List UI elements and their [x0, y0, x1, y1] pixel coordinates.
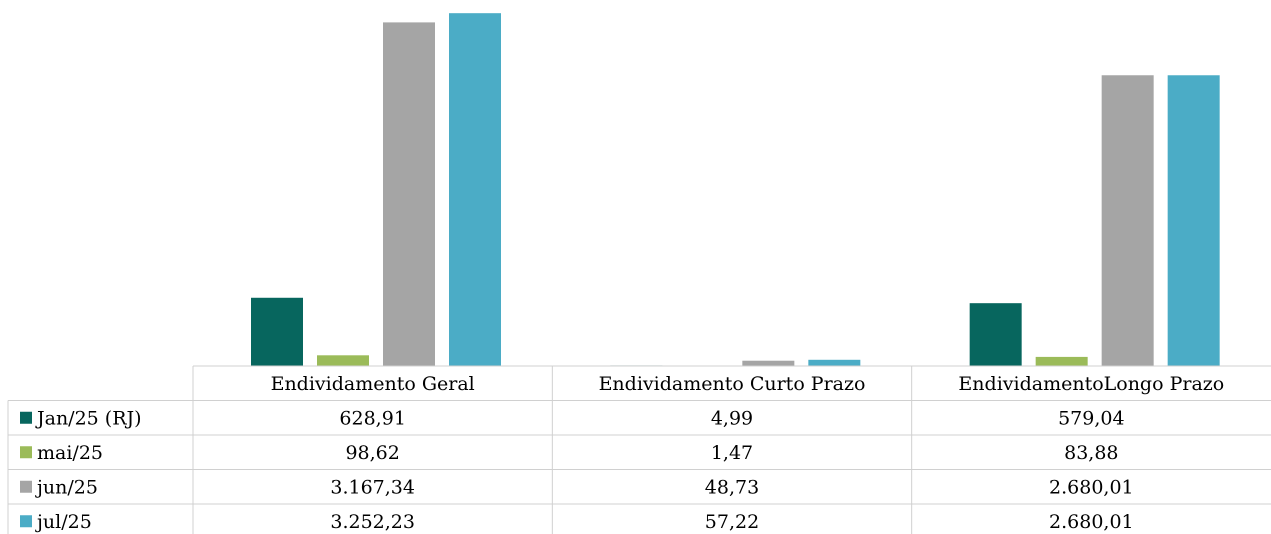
- bar: [1101, 75, 1154, 366]
- legend-swatch: [20, 446, 32, 459]
- data-label: 628,91: [339, 407, 405, 429]
- bar: [449, 13, 501, 367]
- bars-layer: [251, 13, 1220, 367]
- data-label: 3.167,34: [330, 476, 415, 498]
- bar: [251, 297, 303, 366]
- legend-label: jul/25: [35, 511, 92, 533]
- legend-label: Jan/25 (RJ): [35, 407, 142, 429]
- data-table: Endividamento Geral Endividamento Curto P…: [7, 365, 1271, 534]
- data-label: 2.680,01: [1049, 476, 1134, 498]
- data-label: 579,04: [1058, 407, 1124, 429]
- legend-swatch: [20, 515, 32, 528]
- category-label: Endividamento Curto Prazo: [599, 373, 866, 395]
- data-label: 2.680,01: [1049, 511, 1134, 533]
- data-label: 57,22: [705, 511, 759, 533]
- bar: [383, 22, 435, 366]
- data-label: 48,73: [705, 476, 759, 498]
- legend-swatch: [20, 480, 32, 493]
- data-label: 83,88: [1064, 442, 1118, 464]
- data-label: 98,62: [345, 442, 399, 464]
- bar: [317, 355, 369, 366]
- data-label: 4,99: [711, 407, 753, 429]
- legend-label: mai/25: [37, 442, 103, 464]
- legend-swatch: [20, 411, 32, 424]
- data-label: 3.252,23: [330, 511, 415, 533]
- data-label: 1,47: [711, 442, 753, 464]
- bar: [808, 359, 861, 366]
- category-label: EndividamentoLongo Prazo: [958, 373, 1224, 395]
- category-label: Endividamento Geral: [271, 373, 475, 395]
- bar: [969, 303, 1022, 366]
- bar: [742, 360, 795, 366]
- bar: [1167, 75, 1220, 366]
- legend-label: jun/25: [35, 476, 98, 498]
- bar: [1035, 356, 1088, 366]
